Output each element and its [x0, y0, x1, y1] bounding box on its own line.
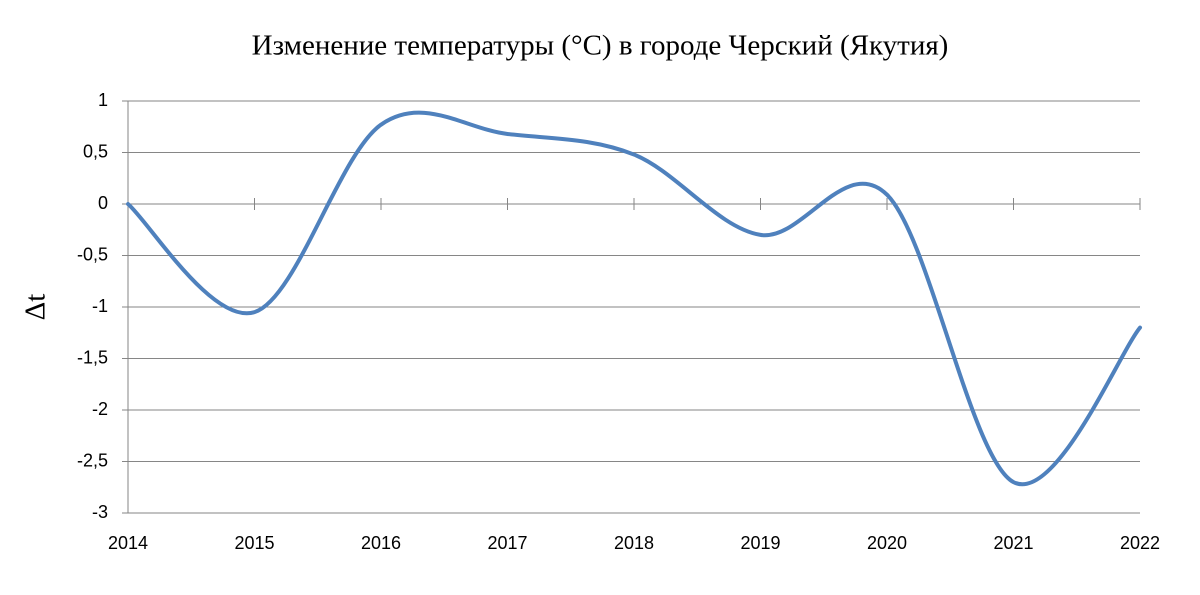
y-tick-label: -2 — [92, 399, 108, 419]
x-tick-label: 2022 — [1120, 533, 1160, 553]
y-tick-label: -3 — [92, 502, 108, 522]
x-tick-label: 2019 — [740, 533, 780, 553]
x-tick-label: 2017 — [487, 533, 527, 553]
y-tick-label: -1,5 — [77, 347, 108, 367]
y-tick-label: -0,5 — [77, 244, 108, 264]
y-tick-label: 0,5 — [83, 141, 108, 161]
y-tick-label: -1 — [92, 296, 108, 316]
y-tick-label: 1 — [98, 90, 108, 110]
x-tick-label: 2020 — [867, 533, 907, 553]
x-tick-label: 2015 — [234, 533, 274, 553]
x-tick-label: 2018 — [614, 533, 654, 553]
y-axis-label: Δt — [20, 294, 52, 321]
line-series — [126, 110, 1142, 487]
x-tick-label: 2014 — [108, 533, 148, 553]
chart-title: Изменение температуры (°С) в городе Черс… — [252, 30, 949, 62]
y-tick-label: 0 — [98, 193, 108, 213]
x-tick-label: 2021 — [993, 533, 1033, 553]
y-tick-label: -2,5 — [77, 450, 108, 470]
x-tick-label: 2016 — [361, 533, 401, 553]
